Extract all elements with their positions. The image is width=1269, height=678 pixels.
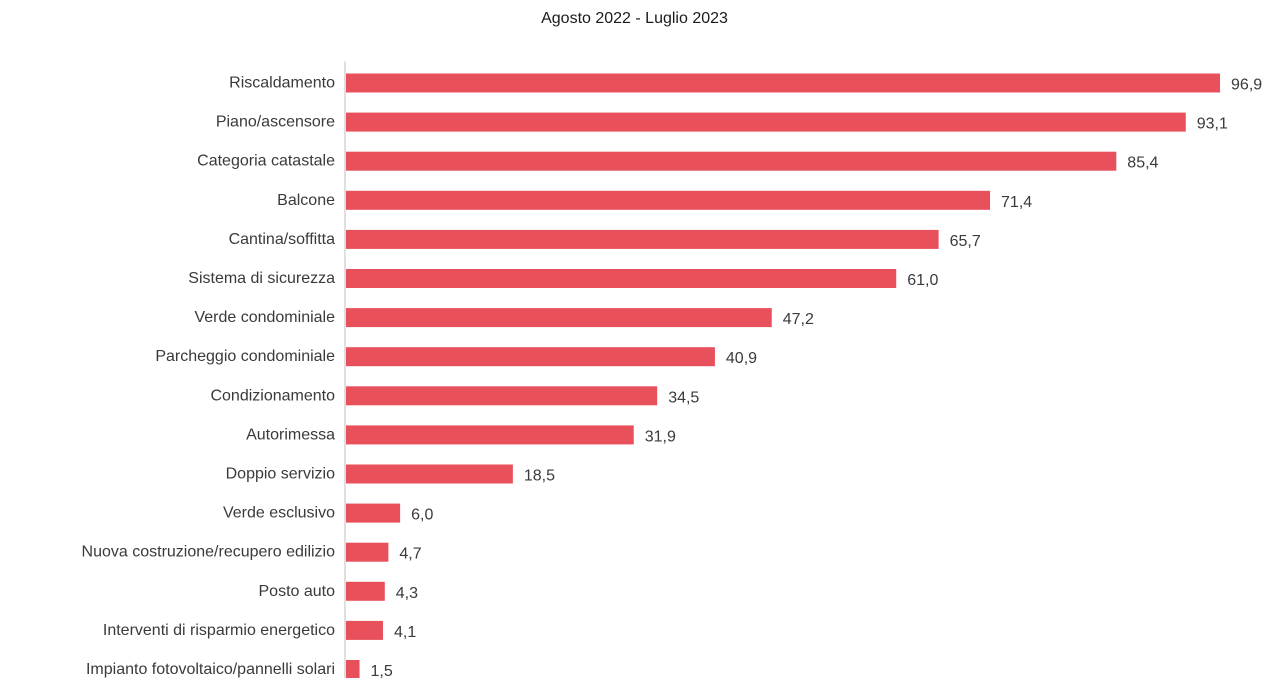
category-label: Sistema di sicurezza xyxy=(188,270,335,287)
category-label: Impianto fotovoltaico/pannelli solari xyxy=(86,661,335,678)
data-label: 18,5 xyxy=(524,468,555,485)
bar xyxy=(346,151,1117,171)
bar xyxy=(346,620,383,640)
bar xyxy=(346,464,513,484)
data-label: 65,7 xyxy=(950,233,981,250)
bar xyxy=(346,73,1221,93)
category-label: Balcone xyxy=(277,192,335,209)
category-label: Verde condominiale xyxy=(194,309,335,326)
category-label: Piano/ascensore xyxy=(216,114,335,131)
bar xyxy=(346,503,401,523)
category-label: Doppio servizio xyxy=(226,466,335,483)
category-label: Posto auto xyxy=(259,583,336,600)
data-label: 34,5 xyxy=(668,389,699,406)
data-label: 4,3 xyxy=(396,585,418,602)
data-label: 40,9 xyxy=(726,350,757,367)
data-label: 93,1 xyxy=(1197,116,1228,133)
bar xyxy=(346,112,1186,132)
category-label: Autorimessa xyxy=(246,426,335,443)
bar xyxy=(346,229,939,249)
data-label: 96,9 xyxy=(1231,77,1262,94)
category-label: Verde esclusivo xyxy=(223,505,335,522)
bar xyxy=(346,660,360,678)
bar xyxy=(346,581,385,601)
data-label: 47,2 xyxy=(783,311,814,328)
data-label: 1,5 xyxy=(371,663,393,678)
data-label: 31,9 xyxy=(645,428,676,445)
category-label: Condizionamento xyxy=(210,387,335,404)
data-label: 85,4 xyxy=(1127,155,1158,172)
data-label: 61,0 xyxy=(907,272,938,289)
bar xyxy=(346,386,658,406)
category-label: Cantina/soffitta xyxy=(229,231,336,248)
bar xyxy=(346,190,991,210)
bar xyxy=(346,425,634,445)
category-label: Categoria catastale xyxy=(197,153,335,170)
chart-title: Agosto 2022 - Luglio 2023 xyxy=(541,10,728,27)
data-label: 4,1 xyxy=(394,624,416,641)
data-label: 4,7 xyxy=(399,546,421,563)
bar xyxy=(346,269,897,288)
category-label: Riscaldamento xyxy=(229,75,335,92)
category-label: Interventi di risparmio energetico xyxy=(103,622,335,639)
data-label: 6,0 xyxy=(411,507,433,524)
bar xyxy=(346,308,772,328)
bar xyxy=(346,347,715,367)
category-label: Nuova costruzione/recupero edilizio xyxy=(82,544,336,561)
category-label: Parcheggio condominiale xyxy=(155,348,335,365)
data-label: 71,4 xyxy=(1001,194,1032,211)
bar xyxy=(346,542,389,562)
